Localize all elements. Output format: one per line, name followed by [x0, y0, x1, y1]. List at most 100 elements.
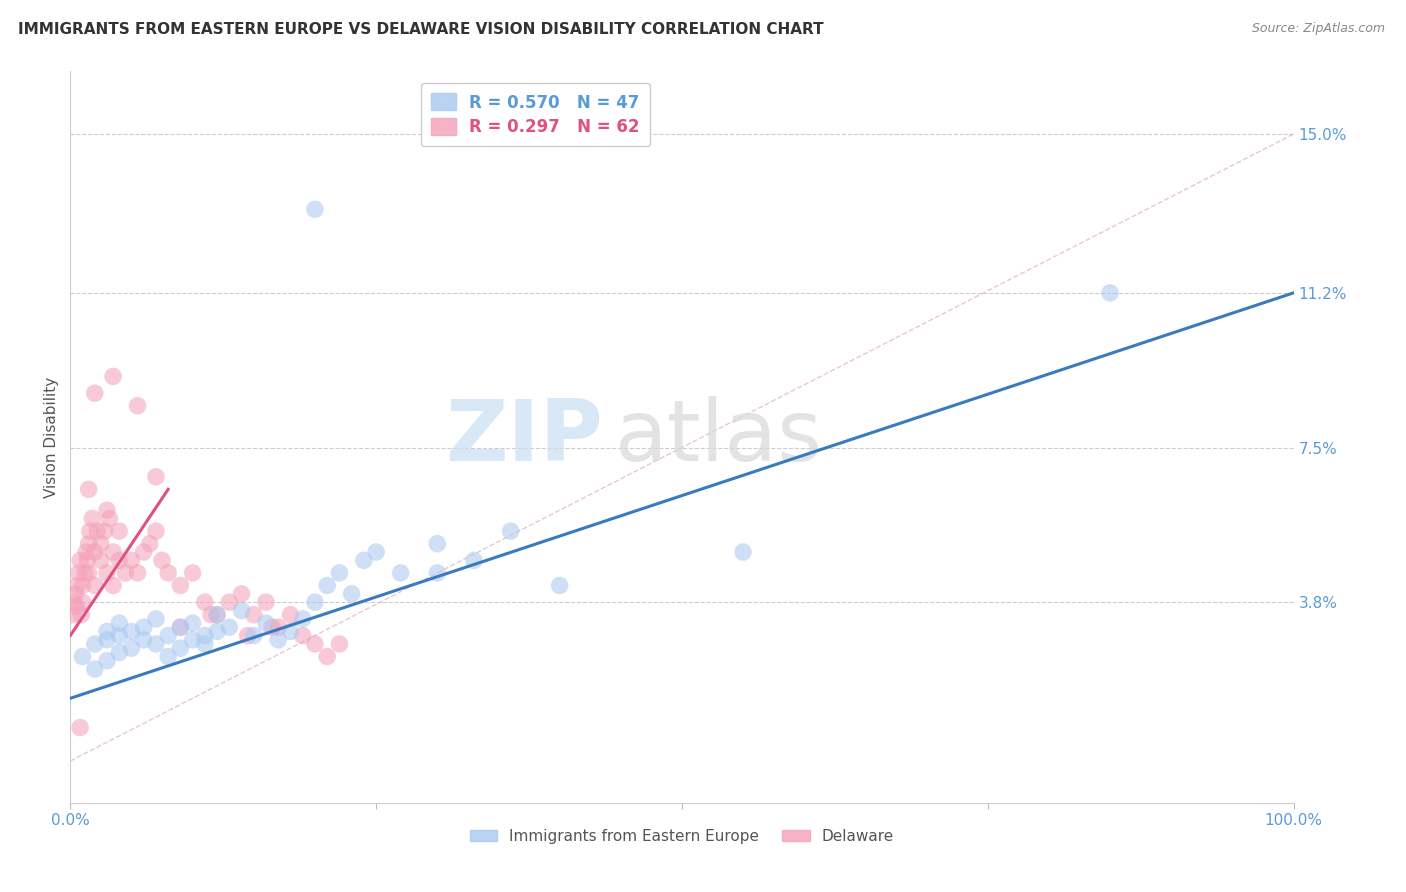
Point — [114, 566, 136, 580]
Point — [72, 595, 94, 609]
Point — [194, 629, 217, 643]
Point — [70, 607, 93, 622]
Point — [169, 620, 191, 634]
Point — [86, 524, 108, 538]
Point — [63, 595, 86, 609]
Point — [98, 511, 121, 525]
Point — [267, 632, 290, 647]
Point — [66, 578, 89, 592]
Point — [169, 620, 191, 634]
Point — [90, 553, 112, 567]
Point — [181, 566, 204, 580]
Point — [262, 620, 284, 634]
Point — [77, 483, 100, 497]
Point — [328, 637, 350, 651]
Point — [75, 545, 97, 559]
Point — [254, 595, 277, 609]
Point — [181, 632, 204, 647]
Point — [304, 637, 326, 651]
Point — [205, 607, 228, 622]
Point — [280, 624, 302, 639]
Point — [328, 566, 350, 580]
Legend: Immigrants from Eastern Europe, Delaware: Immigrants from Eastern Europe, Delaware — [464, 822, 900, 850]
Point — [83, 545, 105, 559]
Point — [139, 536, 162, 550]
Point — [280, 607, 302, 622]
Point — [150, 553, 173, 567]
Point — [157, 566, 180, 580]
Point — [157, 649, 180, 664]
Point — [291, 612, 314, 626]
Point — [65, 599, 87, 614]
Point — [218, 620, 240, 634]
Point — [304, 202, 326, 217]
Point — [69, 553, 91, 567]
Point — [72, 649, 94, 664]
Point — [316, 578, 339, 592]
Point — [181, 616, 204, 631]
Point — [83, 578, 105, 592]
Point — [101, 578, 124, 592]
Point — [67, 566, 90, 580]
Point — [132, 620, 155, 634]
Point — [63, 587, 86, 601]
Point — [157, 629, 180, 643]
Point — [101, 545, 124, 559]
Point — [231, 587, 253, 601]
Point — [145, 470, 167, 484]
Text: Source: ZipAtlas.com: Source: ZipAtlas.com — [1251, 22, 1385, 36]
Point — [108, 645, 131, 659]
Point — [205, 607, 228, 622]
Point — [340, 587, 363, 601]
Point — [83, 662, 105, 676]
Point — [426, 536, 449, 550]
Point — [145, 524, 167, 538]
Text: ZIP: ZIP — [444, 395, 602, 479]
Point — [733, 545, 755, 559]
Point — [353, 553, 375, 567]
Point — [169, 641, 191, 656]
Point — [366, 545, 388, 559]
Point — [69, 721, 91, 735]
Point — [73, 566, 96, 580]
Point — [194, 637, 217, 651]
Point — [145, 637, 167, 651]
Point — [254, 616, 277, 631]
Point — [108, 524, 131, 538]
Point — [304, 595, 326, 609]
Point — [127, 399, 149, 413]
Point — [463, 553, 485, 567]
Point — [82, 511, 104, 525]
Text: atlas: atlas — [614, 395, 823, 479]
Point — [83, 637, 105, 651]
Point — [132, 632, 155, 647]
Point — [218, 595, 240, 609]
Point — [101, 369, 124, 384]
Point — [194, 595, 217, 609]
Point — [83, 386, 105, 401]
Point — [200, 607, 222, 622]
Point — [108, 553, 131, 567]
Point — [77, 566, 100, 580]
Point — [108, 629, 131, 643]
Point — [145, 612, 167, 626]
Point — [121, 641, 143, 656]
Point — [243, 607, 266, 622]
Point — [236, 629, 259, 643]
Point — [231, 603, 253, 617]
Point — [169, 578, 191, 592]
Point — [79, 524, 101, 538]
Point — [1099, 285, 1122, 300]
Point — [243, 629, 266, 643]
Point — [499, 524, 522, 538]
Point — [316, 649, 339, 664]
Point — [77, 536, 100, 550]
Text: IMMIGRANTS FROM EASTERN EUROPE VS DELAWARE VISION DISABILITY CORRELATION CHART: IMMIGRANTS FROM EASTERN EUROPE VS DELAWA… — [18, 22, 824, 37]
Y-axis label: Vision Disability: Vision Disability — [44, 376, 59, 498]
Point — [127, 566, 149, 580]
Point — [72, 578, 94, 592]
Point — [96, 566, 118, 580]
Point — [96, 654, 118, 668]
Point — [121, 624, 143, 639]
Point — [96, 503, 118, 517]
